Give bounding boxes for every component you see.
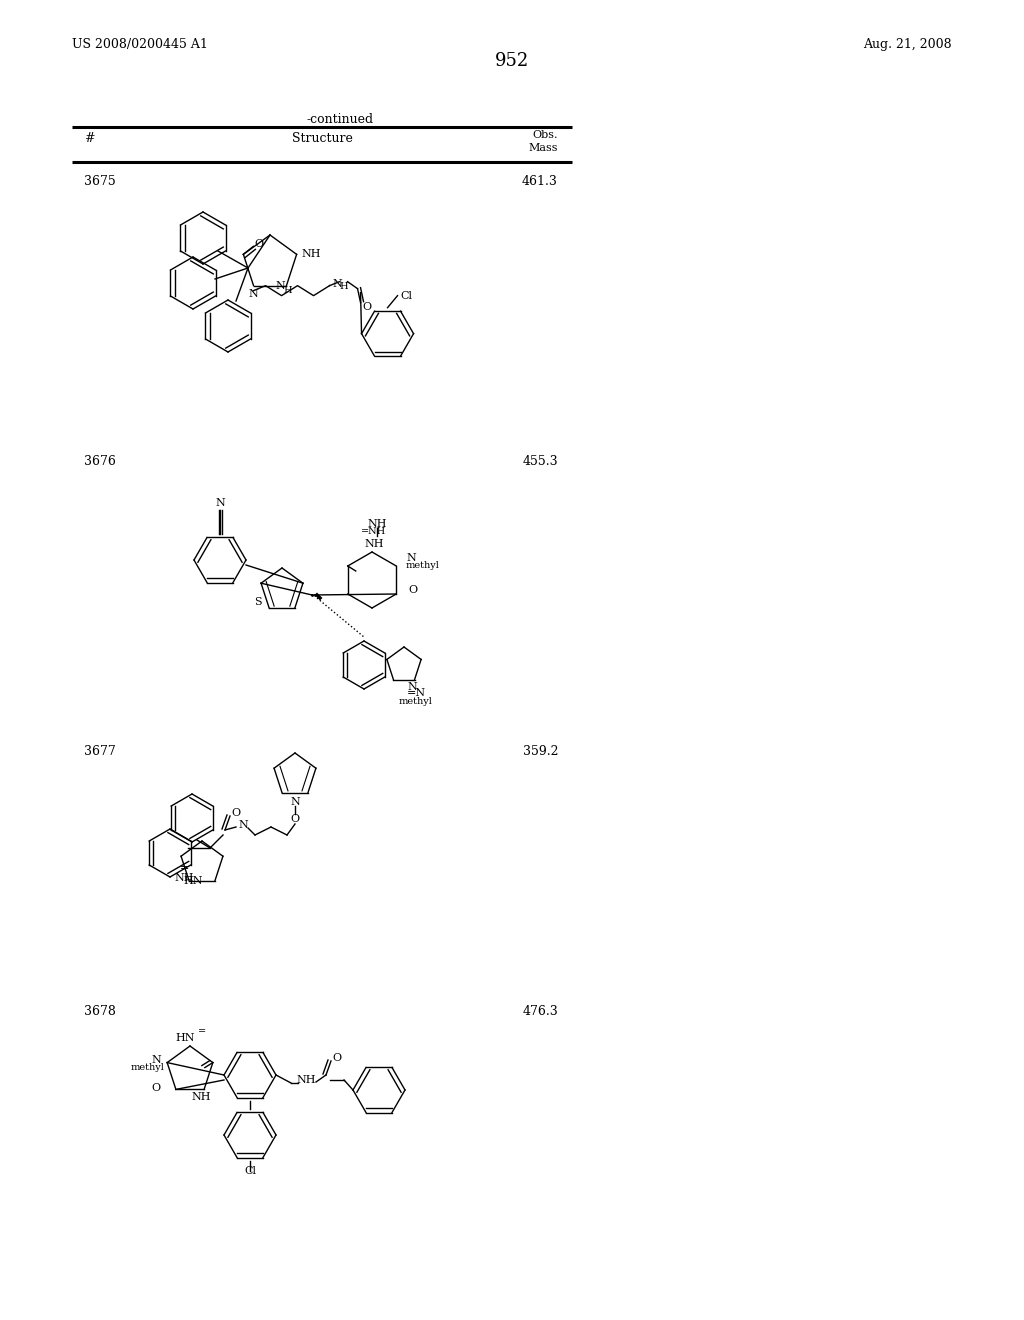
Text: H: H bbox=[284, 286, 292, 296]
Text: N: N bbox=[239, 820, 248, 830]
Text: N: N bbox=[275, 281, 286, 290]
Text: =: = bbox=[179, 863, 188, 873]
Text: NH: NH bbox=[191, 1093, 211, 1102]
Text: =: = bbox=[198, 1027, 206, 1036]
Text: 952: 952 bbox=[495, 51, 529, 70]
Text: methyl: methyl bbox=[399, 697, 433, 705]
Text: Aug. 21, 2008: Aug. 21, 2008 bbox=[863, 38, 952, 51]
Text: O: O bbox=[231, 808, 241, 818]
Text: S: S bbox=[254, 597, 262, 607]
Text: Cl: Cl bbox=[244, 1166, 256, 1176]
Text: 3677: 3677 bbox=[84, 744, 116, 758]
Text: US 2008/0200445 A1: US 2008/0200445 A1 bbox=[72, 38, 208, 51]
Text: 359.2: 359.2 bbox=[522, 744, 558, 758]
Text: =NH: =NH bbox=[361, 528, 387, 536]
Text: -continued: -continued bbox=[306, 114, 374, 125]
Text: NH: NH bbox=[365, 539, 384, 549]
Text: N: N bbox=[406, 553, 416, 564]
Text: N: N bbox=[152, 1055, 161, 1065]
Text: NH: NH bbox=[174, 873, 194, 883]
Text: N: N bbox=[249, 289, 258, 298]
Text: Cl: Cl bbox=[400, 290, 413, 301]
Text: methyl: methyl bbox=[406, 561, 440, 570]
Text: 3675: 3675 bbox=[84, 176, 116, 187]
Text: 3678: 3678 bbox=[84, 1005, 116, 1018]
Text: NH: NH bbox=[302, 249, 322, 259]
Text: 476.3: 476.3 bbox=[522, 1005, 558, 1018]
Text: O: O bbox=[291, 814, 300, 824]
Text: N: N bbox=[290, 797, 300, 807]
Text: Structure: Structure bbox=[292, 132, 352, 145]
Text: Mass: Mass bbox=[528, 143, 558, 153]
Text: #: # bbox=[84, 132, 94, 145]
Text: HN: HN bbox=[175, 1034, 195, 1043]
Text: O: O bbox=[255, 239, 264, 249]
Text: O: O bbox=[333, 1053, 342, 1063]
Text: N: N bbox=[333, 279, 342, 289]
Text: NH: NH bbox=[368, 519, 387, 529]
Text: NH: NH bbox=[296, 1074, 315, 1085]
Text: 455.3: 455.3 bbox=[522, 455, 558, 469]
Text: 3676: 3676 bbox=[84, 455, 116, 469]
Text: 461.3: 461.3 bbox=[522, 176, 558, 187]
Text: methyl: methyl bbox=[131, 1064, 165, 1072]
Text: HN: HN bbox=[183, 875, 203, 886]
Text: H: H bbox=[339, 282, 348, 292]
Text: O: O bbox=[152, 1082, 161, 1093]
Text: =N: =N bbox=[407, 688, 426, 698]
Text: Obs.: Obs. bbox=[532, 129, 558, 140]
Text: O: O bbox=[361, 302, 371, 312]
Text: N: N bbox=[408, 682, 417, 692]
Text: N: N bbox=[215, 498, 225, 508]
Text: O: O bbox=[408, 585, 417, 595]
